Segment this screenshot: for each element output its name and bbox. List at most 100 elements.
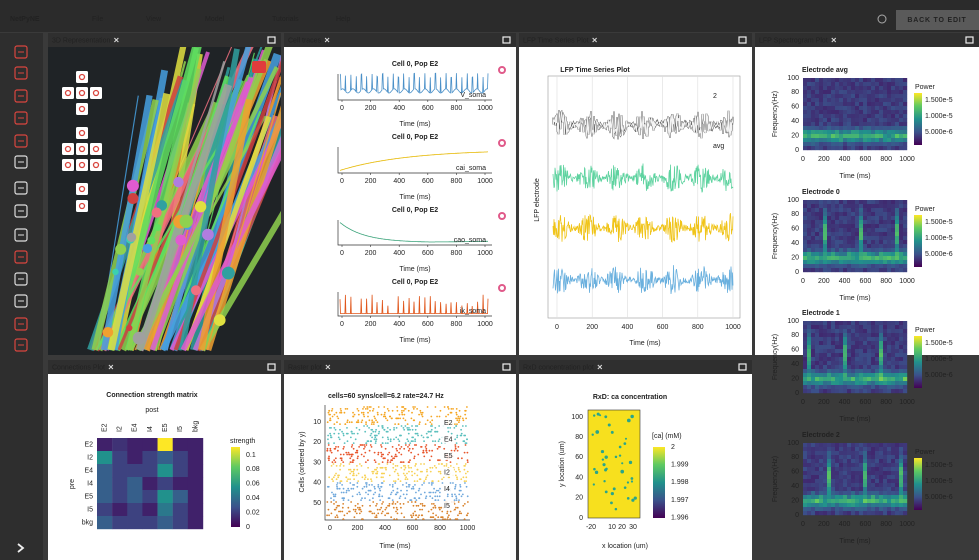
camera-control[interactable]	[62, 87, 74, 99]
concentration-spot	[610, 492, 614, 496]
camera-control[interactable]	[76, 127, 88, 139]
maximize-icon[interactable]	[502, 36, 511, 44]
spectrogram-cell	[807, 260, 812, 265]
color-wheel[interactable]	[498, 212, 506, 220]
menu-item[interactable]: Tutorials	[272, 16, 299, 23]
menu-item[interactable]: Model	[205, 16, 225, 23]
spectrogram-cell	[863, 337, 868, 342]
spectrogram-cell	[807, 82, 812, 87]
spike	[371, 484, 373, 486]
matrix-cell	[97, 503, 113, 517]
close-icon[interactable]	[597, 364, 603, 370]
maximize-icon[interactable]	[267, 36, 276, 44]
menu-item[interactable]: View	[146, 16, 162, 23]
camera-control[interactable]	[76, 183, 88, 195]
spectrogram-cell	[827, 236, 832, 241]
sidebar-icon[interactable]	[14, 272, 28, 286]
close-icon[interactable]	[324, 37, 330, 43]
spectrogram-cell	[819, 204, 824, 209]
sidebar-icon[interactable]	[14, 294, 28, 308]
spectrogram-cell	[903, 389, 908, 394]
color-wheel[interactable]	[498, 284, 506, 292]
spectrogram-cell	[879, 353, 884, 358]
matrix-cell	[127, 451, 143, 465]
spectrogram-cell	[867, 479, 872, 484]
maximize-icon[interactable]	[502, 363, 511, 371]
menu-item[interactable]: Help	[336, 16, 351, 23]
spike	[357, 419, 360, 422]
spectrogram-cell	[839, 455, 844, 460]
spike	[334, 428, 337, 431]
camera-control[interactable]	[76, 71, 88, 83]
maximize-icon[interactable]	[738, 36, 747, 44]
sidebar-icon[interactable]	[14, 111, 28, 125]
spectrogram-cell	[803, 487, 808, 492]
camera-control[interactable]	[76, 143, 88, 155]
sidebar-icon[interactable]	[14, 181, 28, 195]
camera-control[interactable]	[90, 143, 102, 155]
list-button[interactable]	[252, 61, 266, 73]
menu-item[interactable]: File	[92, 16, 103, 23]
sidebar-icon[interactable]	[14, 89, 28, 103]
spectrogram-cell	[823, 475, 828, 480]
camera-control[interactable]	[76, 200, 88, 212]
y-tick-label: 100	[571, 414, 583, 421]
y-tick-label: 0	[795, 512, 799, 519]
sidebar-icon[interactable]	[14, 155, 28, 169]
camera-control[interactable]	[76, 103, 88, 115]
maximize-icon[interactable]	[965, 36, 974, 44]
spike	[432, 503, 435, 505]
spectrogram-cell	[839, 337, 844, 342]
spectrogram-cell	[859, 134, 864, 139]
sidebar-icon[interactable]	[14, 45, 28, 59]
spike	[427, 430, 430, 433]
close-icon[interactable]	[831, 37, 837, 43]
matrix-cell	[157, 451, 173, 465]
camera-control[interactable]	[62, 159, 74, 171]
maximize-icon[interactable]	[738, 363, 747, 371]
sidebar-icon[interactable]	[14, 228, 28, 242]
spectrogram-cell	[895, 114, 900, 119]
spectrogram-cell	[831, 487, 836, 492]
sidebar-icon[interactable]	[14, 250, 28, 264]
spike	[372, 408, 375, 410]
spectrogram-cell	[859, 126, 864, 131]
camera-control[interactable]	[62, 143, 74, 155]
close-icon[interactable]	[592, 37, 597, 43]
spike	[386, 461, 389, 463]
spectrogram-cell	[835, 353, 840, 358]
camera-control[interactable]	[76, 87, 88, 99]
sidebar-icon[interactable]	[14, 338, 28, 352]
close-icon[interactable]	[325, 364, 331, 370]
panel-title: LFP Spectrogram Plot	[759, 37, 828, 44]
spectrogram-cell	[887, 337, 892, 342]
color-wheel[interactable]	[498, 139, 506, 147]
close-icon[interactable]	[114, 37, 119, 43]
maximize-icon[interactable]	[267, 363, 276, 371]
spectrogram-cell	[827, 240, 832, 245]
back-button[interactable]	[896, 10, 979, 30]
spectrogram-cell	[827, 463, 832, 468]
spectrogram-cell	[863, 204, 868, 209]
spike	[440, 463, 443, 465]
camera-control[interactable]	[90, 159, 102, 171]
sidebar-icon[interactable]	[14, 66, 28, 80]
spike	[336, 487, 339, 490]
camera-control[interactable]	[90, 87, 102, 99]
close-icon[interactable]	[108, 364, 114, 370]
spectrogram-cell	[843, 345, 848, 350]
spectrogram-cell	[819, 130, 824, 135]
camera-control[interactable]	[76, 159, 88, 171]
spectrogram-cell	[899, 333, 904, 338]
spectrogram-cell	[847, 499, 852, 504]
settings-icon[interactable]	[877, 14, 887, 24]
expand-icon[interactable]	[17, 543, 25, 553]
spectrogram-cell	[839, 487, 844, 492]
spike	[443, 447, 446, 450]
color-wheel[interactable]	[498, 66, 506, 74]
spectrogram-cell	[823, 463, 828, 468]
sidebar-icon[interactable]	[14, 317, 28, 331]
sidebar-icon[interactable]	[14, 204, 28, 218]
spike	[404, 478, 407, 481]
sidebar-icon[interactable]	[14, 134, 28, 148]
